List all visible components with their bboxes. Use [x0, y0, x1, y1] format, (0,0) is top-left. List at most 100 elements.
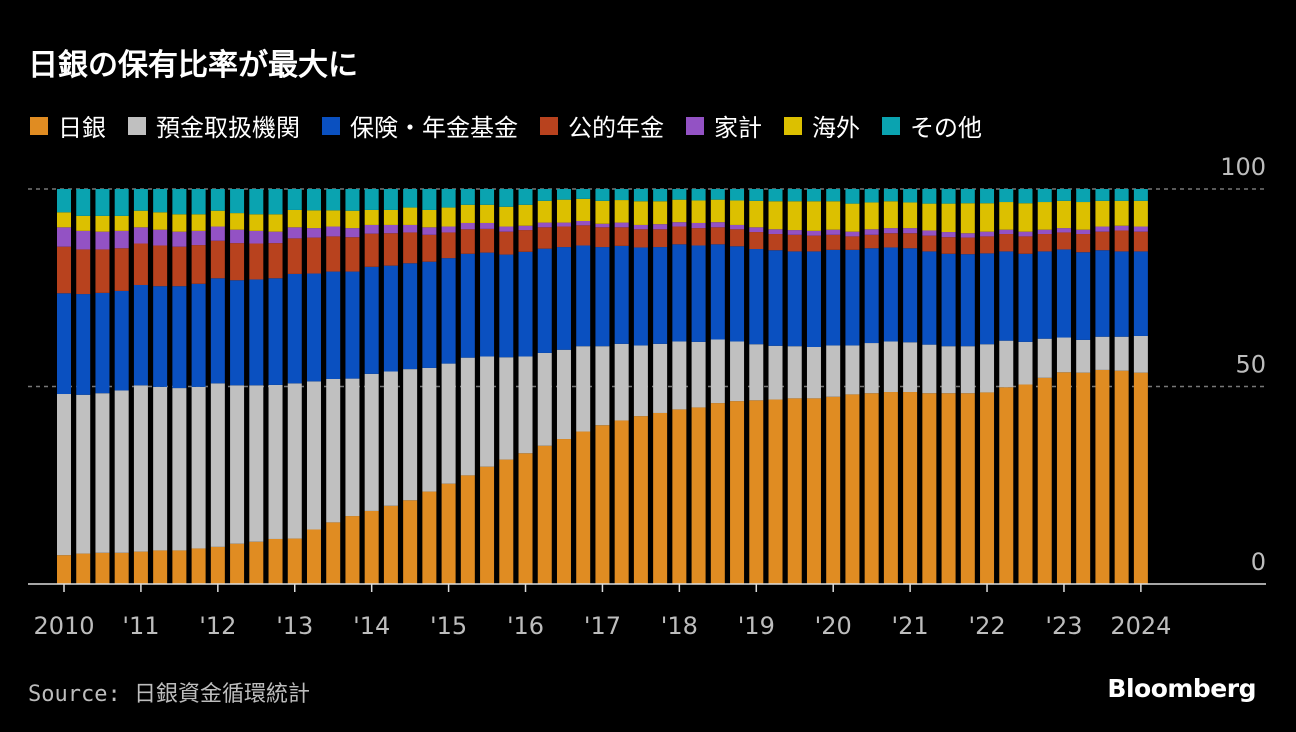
bar-segment: [191, 230, 206, 246]
legend-label: 公的年金: [568, 114, 664, 142]
bar-segment: [980, 231, 995, 237]
bar-segment: [999, 229, 1014, 235]
bar-segment: [1095, 189, 1110, 201]
bar-segment: [595, 189, 610, 201]
bar-segment: [806, 347, 821, 399]
bar-segment: [499, 189, 514, 207]
bar-segment: [556, 247, 571, 350]
bar-segment: [403, 500, 418, 584]
bar-segment: [480, 204, 495, 223]
bar-segment: [210, 189, 225, 211]
bar-segment: [287, 273, 302, 384]
bar-segment: [903, 228, 918, 234]
bar-segment: [441, 363, 456, 484]
y-tick-label: 100: [1220, 153, 1266, 181]
bar-segment: [653, 224, 668, 230]
bar-segment: [1056, 189, 1071, 201]
legend-item: その他: [882, 108, 982, 143]
bar-segment: [191, 548, 206, 584]
bar-segment: [903, 233, 918, 249]
bar-segment: [383, 371, 398, 506]
bar-segment: [941, 237, 956, 254]
x-tick-label: '20: [815, 612, 852, 640]
bar-segment: [691, 189, 706, 201]
bar-segment: [210, 278, 225, 384]
bar-segment: [153, 189, 168, 213]
bar-segment: [806, 235, 821, 252]
bar-segment: [1018, 231, 1033, 237]
bar-segment: [210, 240, 225, 279]
bar-segment: [1018, 384, 1033, 584]
bar-segment: [287, 189, 302, 210]
bar-segment: [364, 266, 379, 374]
bar-segment: [287, 538, 302, 584]
bar-segment: [326, 189, 341, 211]
bar-segment: [345, 210, 360, 229]
bar-segment: [1114, 225, 1129, 231]
bar-segment: [960, 254, 975, 347]
bar-segment: [787, 398, 802, 584]
bar-segment: [1095, 250, 1110, 337]
bar-segment: [1056, 337, 1071, 373]
bar-segment: [768, 229, 783, 235]
bar-segment: [903, 189, 918, 203]
bar-segment: [864, 189, 879, 203]
bar-segment: [1037, 202, 1052, 230]
bar-segment: [230, 189, 245, 214]
bar-segment: [903, 342, 918, 393]
bar-segment: [576, 220, 591, 226]
bar-segment: [883, 201, 898, 229]
bar-segment: [691, 228, 706, 246]
bars: [57, 189, 1148, 584]
bar-segment: [999, 202, 1014, 230]
bar-segment: [960, 233, 975, 238]
bar-segment: [345, 516, 360, 584]
bar-segment: [556, 439, 571, 584]
bar-segment: [230, 229, 245, 244]
bar-segment: [595, 200, 610, 224]
bar-segment: [556, 222, 571, 227]
bar-segment: [114, 552, 129, 584]
bar-segment: [210, 226, 225, 241]
x-tick-label: '12: [199, 612, 236, 640]
bar-segment: [441, 207, 456, 227]
bar-segment: [691, 245, 706, 342]
bar-segment: [999, 387, 1014, 584]
bar-segment: [57, 212, 71, 228]
bar-segment: [422, 189, 437, 210]
bar-segment: [1037, 229, 1052, 235]
bar-segment: [806, 230, 821, 236]
bar-segment: [710, 199, 725, 223]
bar-segment: [133, 227, 148, 244]
bar-segment: [268, 214, 283, 232]
bar-segment: [614, 200, 629, 223]
bar-segment: [883, 228, 898, 234]
bar-segment: [941, 203, 956, 233]
bar-segment: [114, 390, 129, 553]
x-tick-label: '15: [430, 612, 467, 640]
bar-segment: [1018, 341, 1033, 385]
bar-segment: [845, 236, 860, 250]
source-note: Source: 日銀資金循環統計: [28, 682, 310, 707]
bar-segment: [403, 224, 418, 233]
bar-segment: [1076, 252, 1091, 340]
bar-segment: [845, 249, 860, 346]
bar-segment: [57, 555, 71, 584]
legend-label: 保険・年金基金: [350, 114, 518, 142]
bar-segment: [980, 344, 995, 393]
x-tick-label: '22: [968, 612, 1005, 640]
bar-segment: [633, 247, 648, 346]
bar-segment: [826, 229, 841, 235]
bar-segment: [210, 546, 225, 584]
bar-segment: [730, 229, 745, 247]
bar-segment: [980, 253, 995, 345]
bar-segment: [403, 263, 418, 370]
bar-segment: [287, 383, 302, 539]
bar-segment: [191, 245, 206, 284]
bar-segment: [460, 253, 475, 358]
bar-segment: [441, 189, 456, 208]
bar-segment: [153, 229, 168, 246]
bar-segment: [730, 401, 745, 584]
bar-segment: [903, 392, 918, 584]
bar-segment: [1095, 226, 1110, 232]
